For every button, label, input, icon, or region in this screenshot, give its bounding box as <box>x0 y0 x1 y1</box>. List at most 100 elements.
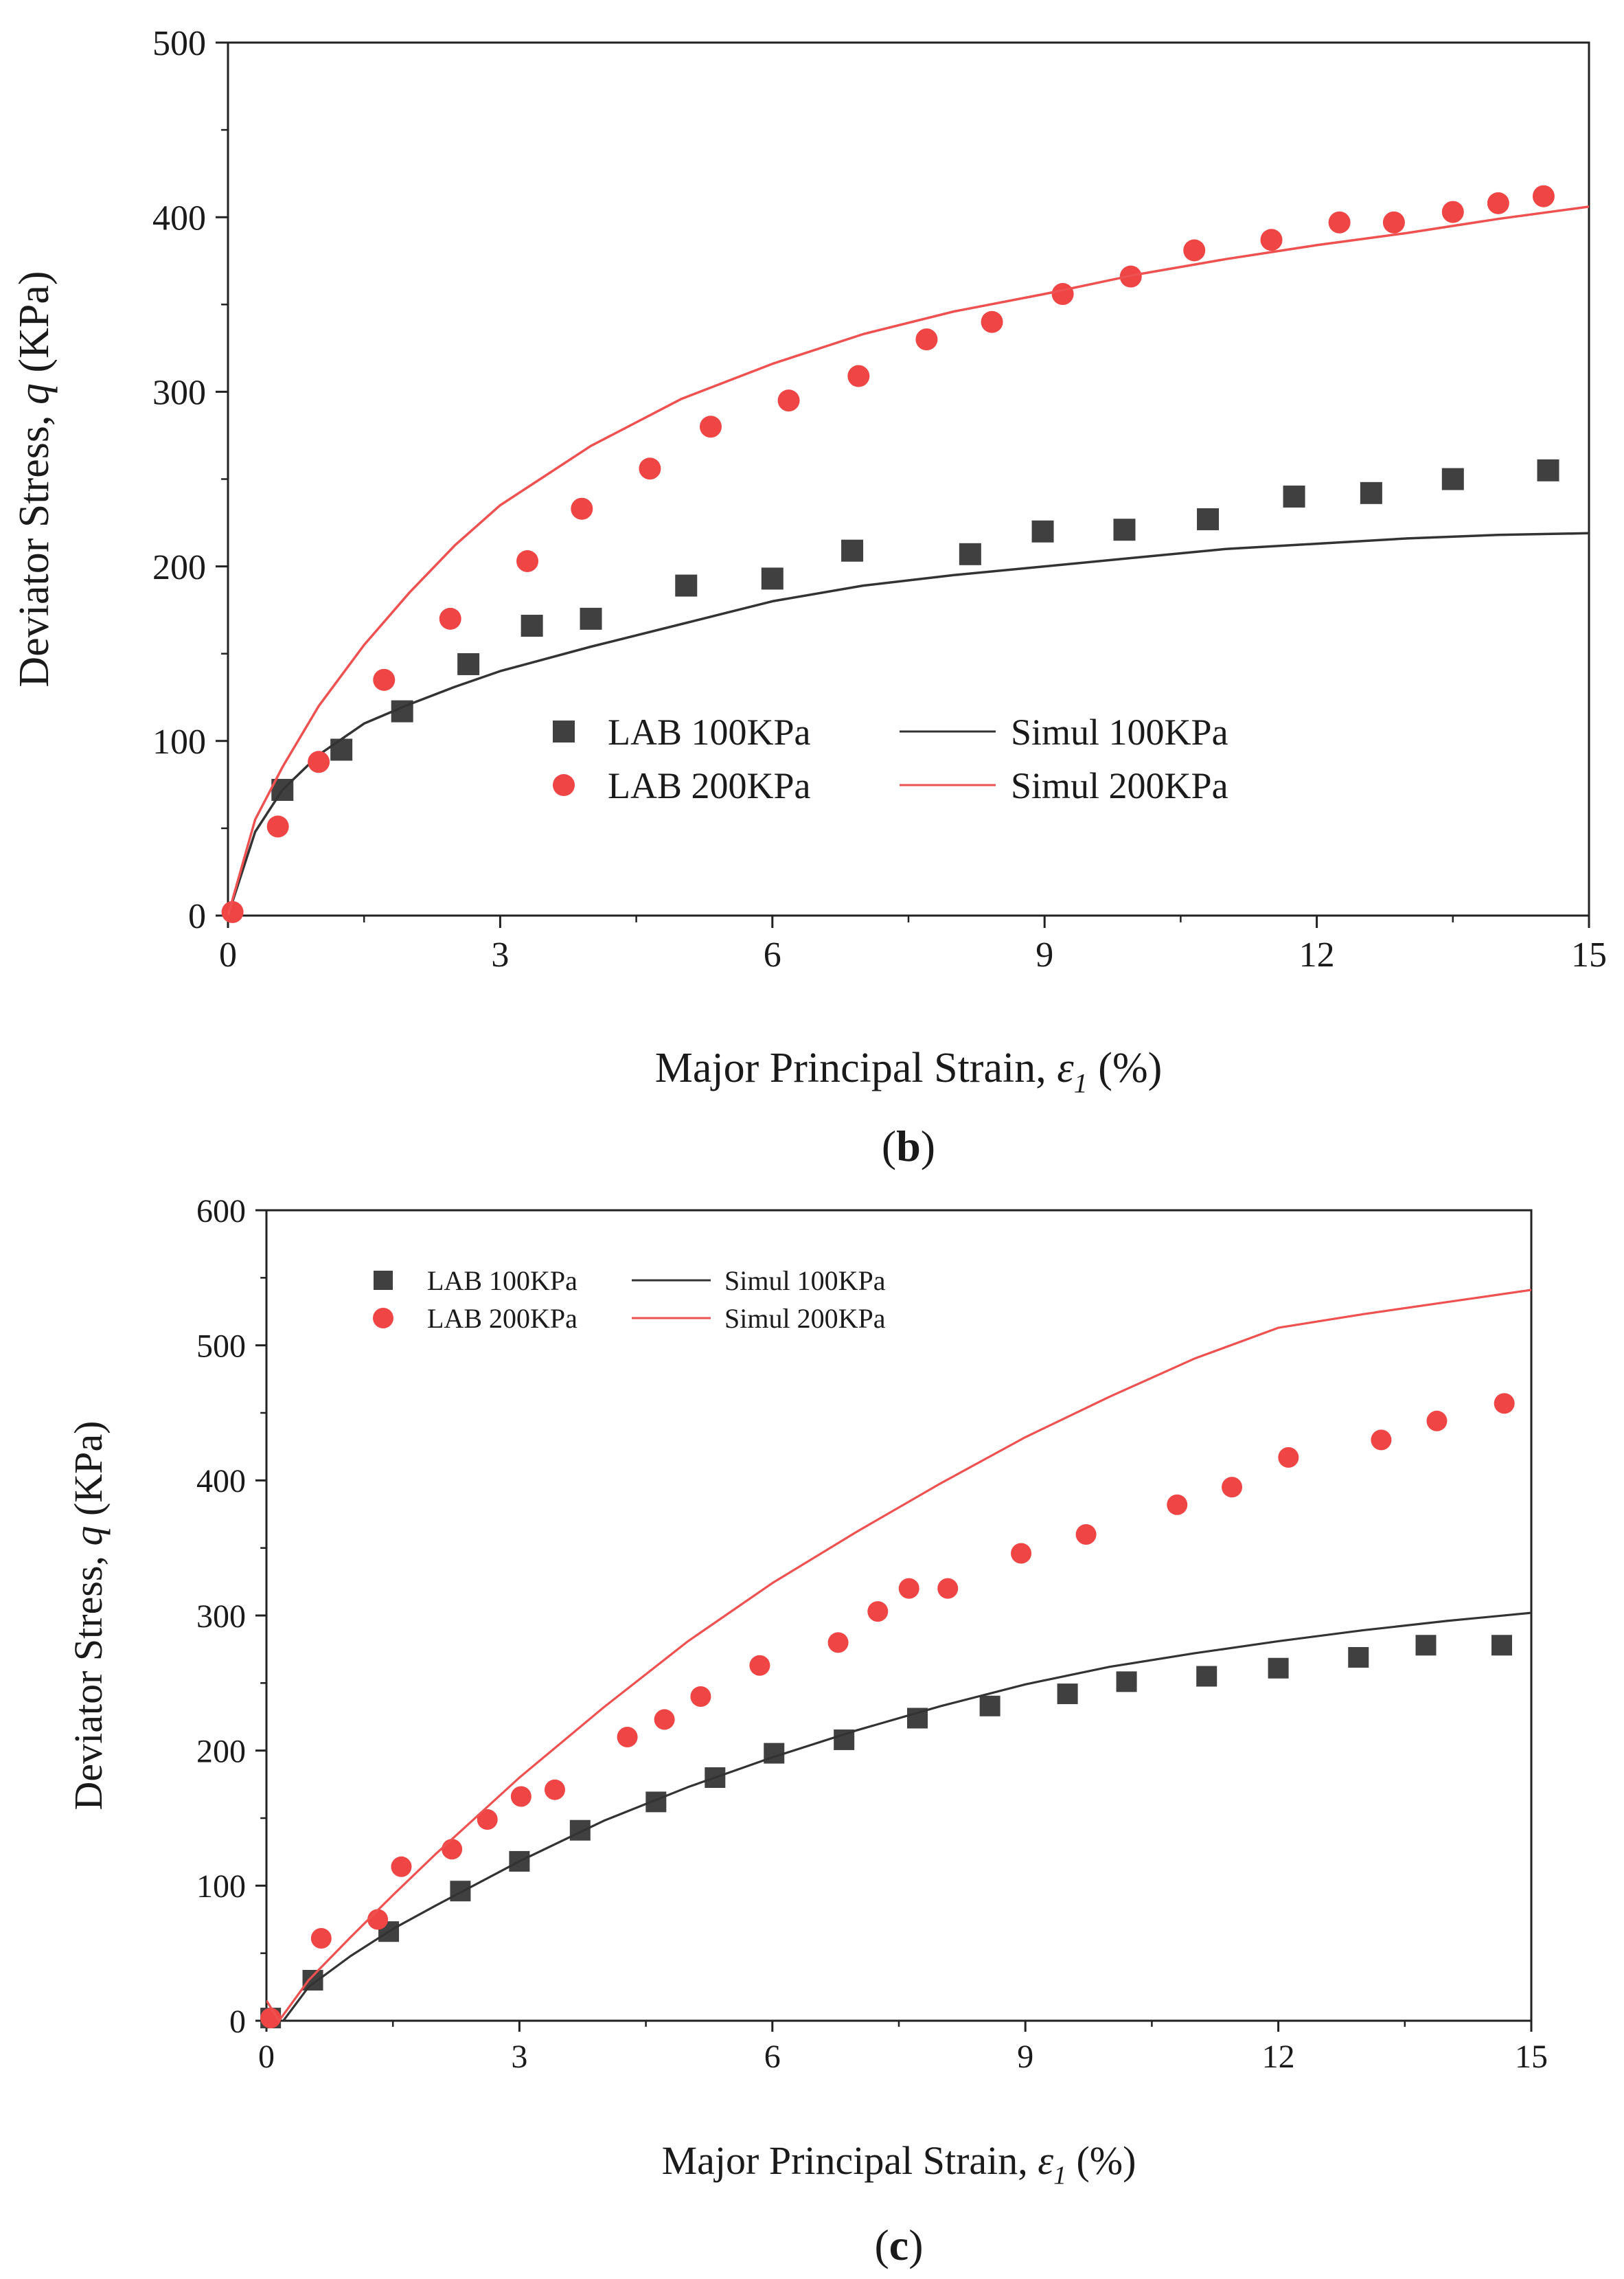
legend-marker-square <box>374 1271 393 1290</box>
data-point-lab-100kpa <box>569 1819 591 1841</box>
legend-marker-circle <box>373 1308 393 1328</box>
legend-label: Simul 100KPa <box>1011 712 1228 753</box>
y-tick-label: 200 <box>152 548 206 587</box>
data-point-lab-200kpa <box>373 668 396 691</box>
data-point-lab-200kpa <box>1494 1393 1515 1414</box>
data-point-lab-200kpa <box>777 389 800 412</box>
legend-label: LAB 200KPa <box>608 765 811 806</box>
data-point-lab-100kpa <box>841 539 864 562</box>
data-point-lab-100kpa <box>979 1695 1000 1716</box>
x-tick-label: 6 <box>764 936 781 975</box>
data-point-lab-200kpa <box>847 365 870 387</box>
legend-marker-square <box>553 721 575 742</box>
x-tick-label: 0 <box>258 2039 275 2075</box>
data-point-lab-200kpa <box>571 497 593 520</box>
data-point-lab-100kpa <box>1113 519 1136 541</box>
data-point-lab-100kpa <box>1441 468 1464 490</box>
data-point-lab-100kpa <box>959 543 981 565</box>
legend-label: LAB 100KPa <box>427 1265 577 1296</box>
data-point-lab-200kpa <box>749 1655 770 1676</box>
data-point-lab-200kpa <box>1278 1447 1299 1468</box>
data-point-lab-100kpa <box>1348 1646 1369 1668</box>
y-tick-label: 300 <box>152 374 206 413</box>
data-point-lab-200kpa <box>1487 192 1509 214</box>
data-point-lab-100kpa <box>1283 485 1305 508</box>
data-point-lab-200kpa <box>1426 1410 1448 1431</box>
y-tick-label: 0 <box>188 897 206 936</box>
data-point-lab-200kpa <box>1167 1494 1188 1515</box>
data-point-lab-100kpa <box>450 1881 471 1902</box>
legend-label: Simul 200KPa <box>1011 765 1228 806</box>
data-point-lab-100kpa <box>761 567 784 590</box>
data-point-lab-100kpa <box>1031 520 1054 543</box>
y-tick-label: 400 <box>152 199 206 238</box>
y-tick-label: 0 <box>229 2004 246 2040</box>
x-tick-label: 3 <box>491 936 509 975</box>
data-point-lab-200kpa <box>1051 283 1074 306</box>
data-point-lab-100kpa <box>1057 1683 1078 1705</box>
data-point-lab-200kpa <box>367 1909 389 1930</box>
legend-label: Simul 200KPa <box>724 1303 886 1334</box>
x-tick-label: 0 <box>219 936 237 975</box>
x-tick-label: 15 <box>1571 936 1607 975</box>
x-tick-label: 15 <box>1515 2039 1548 2075</box>
data-point-lab-200kpa <box>867 1601 889 1622</box>
data-point-lab-200kpa <box>260 2008 282 2029</box>
data-point-lab-200kpa <box>510 1786 531 1807</box>
y-tick-label: 600 <box>196 1193 246 1229</box>
y-tick-label: 400 <box>196 1463 246 1499</box>
data-point-lab-200kpa <box>1075 1524 1097 1545</box>
data-point-lab-100kpa <box>1196 1666 1217 1687</box>
data-point-lab-200kpa <box>391 1856 412 1877</box>
data-point-lab-100kpa <box>1537 459 1559 481</box>
y-tick-label: 200 <box>196 1733 246 1769</box>
data-point-lab-200kpa <box>639 457 661 480</box>
legend: LAB 100KPa LAB 200KPa Simul 100KPa Simul 20… <box>373 1265 886 1334</box>
x-axis-label: Major Principal Strain, ε1 (%) <box>662 2138 1136 2190</box>
data-point-lab-200kpa <box>981 310 1003 333</box>
chart-panel-c: 0 3 6 9 12 15 0 100 200 300 400 500 600 Major Princip… <box>66 1193 1548 2269</box>
y-axis-label: Deviator Stress, q (KPa) <box>66 1420 111 1810</box>
data-point-lab-100kpa <box>1415 1635 1437 1656</box>
data-point-lab-200kpa <box>654 1709 675 1730</box>
series-line-simul-100kpa <box>228 532 1589 916</box>
data-point-lab-200kpa <box>1371 1429 1392 1451</box>
x-tick-label: 9 <box>1036 936 1053 975</box>
data-point-lab-200kpa <box>477 1809 498 1830</box>
data-point-lab-200kpa <box>898 1578 919 1599</box>
data-point-lab-200kpa <box>266 815 289 838</box>
y-tick-label: 500 <box>152 24 206 63</box>
data-point-lab-100kpa <box>521 615 543 637</box>
panel-label: (c) <box>874 2221 923 2269</box>
x-tick-label: 12 <box>1262 2039 1295 2075</box>
data-point-lab-200kpa <box>1328 211 1351 234</box>
data-point-lab-100kpa <box>675 574 698 597</box>
data-point-lab-200kpa <box>1532 185 1555 207</box>
legend-label: LAB 200KPa <box>427 1303 577 1334</box>
data-point-lab-200kpa <box>690 1686 711 1707</box>
data-point-lab-200kpa <box>221 900 244 923</box>
series-line-simul-200kpa <box>228 205 1589 916</box>
data-point-lab-200kpa <box>617 1727 638 1747</box>
data-point-lab-200kpa <box>516 549 539 572</box>
data-point-lab-200kpa <box>308 751 330 773</box>
data-point-lab-100kpa <box>457 653 480 675</box>
data-point-lab-200kpa <box>442 1839 463 1860</box>
legend-label: LAB 100KPa <box>608 712 811 753</box>
y-tick-label: 300 <box>196 1598 246 1635</box>
data-point-lab-200kpa <box>310 1928 332 1949</box>
data-point-lab-200kpa <box>544 1779 565 1800</box>
y-tick-label: 500 <box>196 1328 246 1364</box>
data-point-lab-200kpa <box>937 1578 959 1599</box>
y-axis-label: Deviator Stress, q (KPa) <box>11 271 58 687</box>
data-point-lab-200kpa <box>1260 229 1283 251</box>
panel-label: (b) <box>882 1122 935 1170</box>
data-point-lab-100kpa <box>580 607 602 630</box>
data-point-lab-200kpa <box>827 1632 849 1653</box>
data-point-lab-100kpa <box>1268 1657 1289 1679</box>
data-point-lab-100kpa <box>1197 508 1220 530</box>
data-point-lab-200kpa <box>1222 1477 1243 1498</box>
series-line-simul-200kpa <box>266 1289 1531 2021</box>
x-tick-label: 6 <box>764 2039 781 2075</box>
